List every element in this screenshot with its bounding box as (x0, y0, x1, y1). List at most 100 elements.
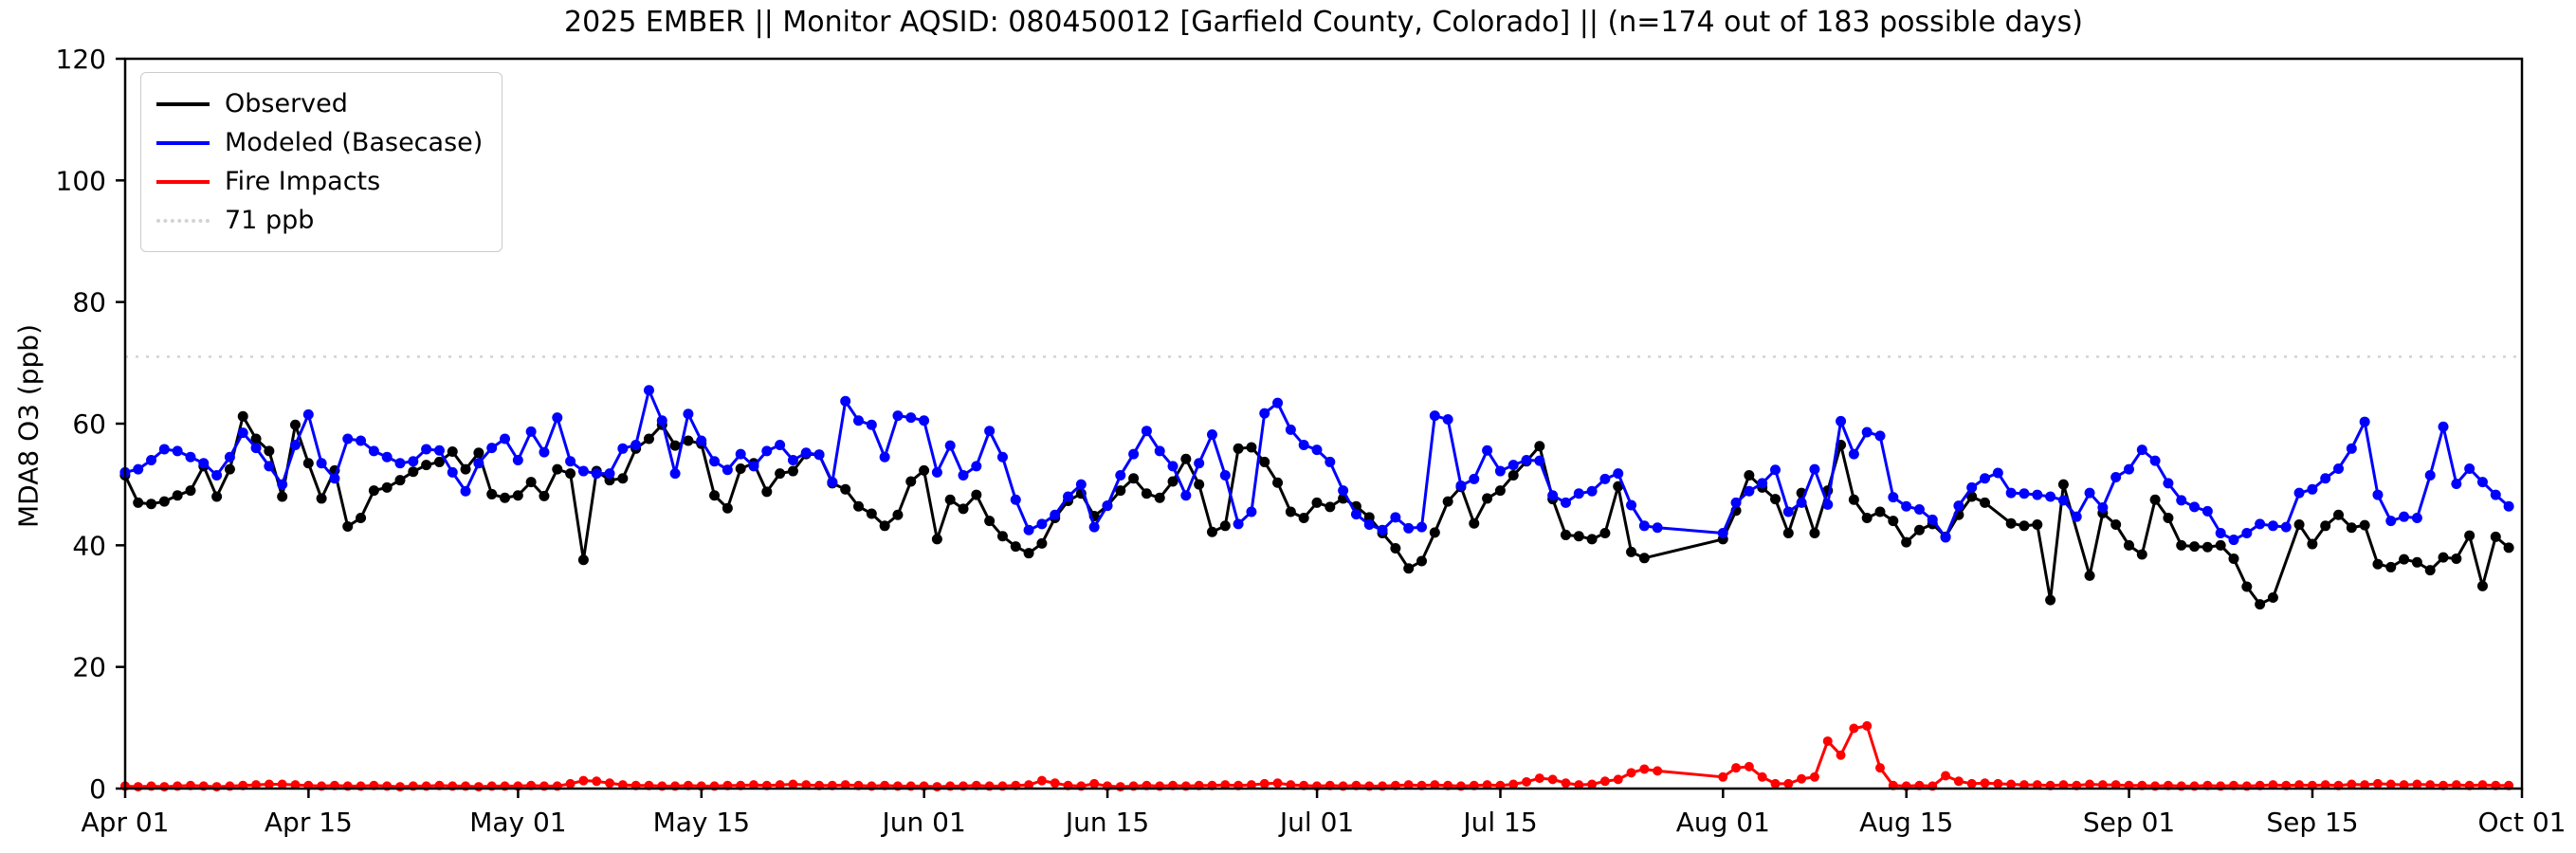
series-marker-1 (198, 458, 210, 469)
series-marker-1 (1953, 500, 1964, 512)
series-marker-2 (1770, 778, 1781, 789)
series-marker-2 (2032, 780, 2042, 790)
series-marker-0 (2057, 479, 2069, 490)
series-marker-1 (2490, 489, 2501, 500)
series-marker-1 (1455, 480, 1467, 491)
series-marker-0 (1534, 441, 1545, 452)
series-marker-1 (1442, 414, 1453, 426)
series-marker-1 (1469, 473, 1480, 484)
series-marker-1 (1992, 467, 2003, 479)
series-marker-0 (1272, 477, 1284, 488)
series-marker-0 (277, 491, 288, 502)
series-marker-0 (2464, 530, 2476, 541)
series-marker-2 (1639, 764, 1650, 774)
series-marker-1 (2385, 516, 2397, 527)
series-marker-2 (592, 776, 602, 787)
series-marker-0 (775, 468, 786, 480)
series-marker-0 (722, 502, 733, 514)
series-marker-0 (2411, 556, 2422, 568)
x-tick-label: Apr 15 (265, 807, 353, 838)
series-marker-0 (2372, 558, 2384, 570)
series-marker-0 (2228, 553, 2239, 564)
series-marker-1 (172, 445, 183, 457)
series-marker-0 (1744, 470, 1755, 481)
x-tick-label: Aug 15 (1859, 807, 1953, 838)
series-marker-1 (2123, 463, 2134, 475)
series-marker-2 (1587, 779, 1598, 789)
series-marker-2 (2058, 780, 2069, 790)
series-marker-0 (486, 488, 498, 499)
series-marker-2 (277, 779, 287, 789)
series-marker-0 (905, 476, 917, 487)
series-marker-0 (2385, 561, 2397, 572)
series-marker-2 (1024, 780, 1034, 790)
series-marker-1 (696, 435, 707, 446)
legend-label-2: Fire Impacts (225, 167, 381, 196)
series-marker-2 (1783, 778, 1794, 789)
series-marker-2 (1115, 782, 1125, 792)
series-marker-0 (1206, 526, 1217, 537)
series-marker-0 (211, 491, 223, 502)
series-marker-1 (892, 410, 904, 422)
series-marker-1 (1363, 519, 1375, 531)
series-marker-0 (984, 516, 996, 527)
series-marker-1 (1416, 521, 1428, 533)
series-marker-1 (316, 458, 327, 469)
series-marker-0 (866, 508, 877, 519)
series-marker-0 (1913, 524, 1925, 535)
series-marker-0 (185, 485, 196, 497)
series-marker-1 (617, 443, 629, 454)
series-marker-2 (290, 780, 301, 790)
series-marker-0 (1626, 546, 1637, 557)
series-marker-2 (1574, 780, 1584, 790)
series-marker-1 (342, 433, 354, 445)
series-marker-1 (1154, 445, 1165, 457)
series-marker-2 (1797, 773, 1807, 784)
series-marker-1 (2163, 478, 2174, 489)
y-tick-label: 100 (56, 165, 106, 196)
series-marker-1 (1757, 478, 1768, 489)
series-marker-0 (264, 445, 275, 457)
series-marker-1 (433, 445, 445, 456)
series-marker-1 (722, 464, 733, 476)
series-marker-2 (1508, 779, 1519, 789)
series-marker-0 (1888, 516, 1899, 527)
series-marker-1 (1350, 509, 1361, 520)
series-marker-0 (2307, 538, 2318, 550)
series-marker-1 (237, 427, 248, 439)
series-marker-1 (158, 444, 170, 455)
series-marker-0 (1494, 485, 1506, 497)
series-marker-1 (2189, 501, 2201, 513)
series-marker-1 (931, 466, 942, 478)
series-marker-2 (2006, 779, 2017, 789)
series-marker-0 (709, 490, 721, 501)
series-marker-2 (251, 780, 262, 790)
series-marker-1 (512, 455, 523, 465)
series-marker-0 (368, 485, 379, 497)
series-marker-0 (761, 486, 773, 498)
series-marker-0 (2267, 592, 2278, 604)
series-marker-0 (971, 489, 982, 500)
series-marker-2 (1757, 771, 1767, 782)
series-marker-1 (1980, 473, 1991, 484)
series-marker-1 (2399, 511, 2410, 522)
series-marker-1 (1507, 460, 1519, 471)
series-marker-2 (748, 780, 758, 790)
series-marker-1 (2307, 483, 2318, 495)
series-marker-1 (486, 443, 498, 454)
series-marker-1 (1338, 485, 1349, 497)
series-marker-1 (1088, 521, 1100, 533)
series-marker-0 (512, 490, 523, 501)
series-marker-1 (1547, 490, 1559, 501)
series-marker-1 (1521, 455, 1532, 465)
series-marker-0 (1219, 520, 1231, 532)
series-marker-2 (1718, 771, 1728, 782)
series-marker-2 (801, 780, 812, 790)
x-tick-label: Aug 01 (1676, 807, 1770, 838)
series-marker-1 (2280, 521, 2292, 533)
series-marker-1 (264, 461, 275, 472)
series-marker-0 (1115, 485, 1126, 497)
series-marker-0 (552, 463, 563, 475)
series-marker-2 (840, 780, 850, 790)
series-marker-2 (1613, 774, 1623, 785)
